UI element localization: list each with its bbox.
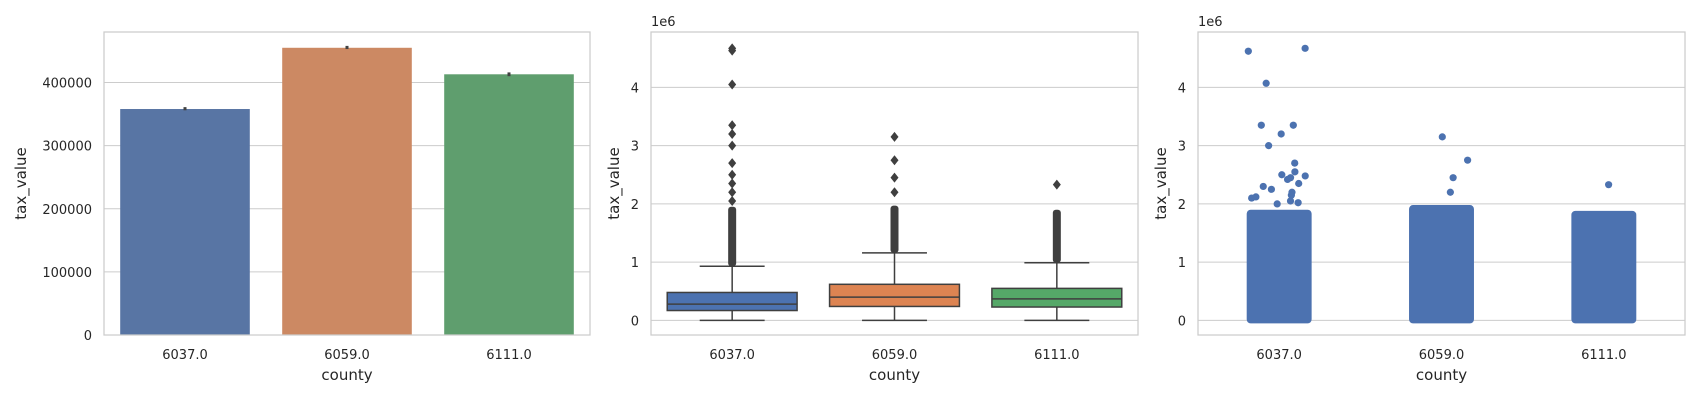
outlier-point	[728, 140, 737, 151]
strip-point	[1446, 188, 1454, 196]
strip-plot-panel: 0 1 2 3 4 1e6 6037.0 6059.0 6111.0 county tax_valu…	[1152, 15, 1686, 384]
x-tick-label: 6059.0	[324, 348, 370, 363]
strip-dense-points	[1246, 209, 1312, 324]
y-tick-label: 1	[1178, 256, 1186, 271]
strip-point	[1291, 168, 1299, 176]
y-tick-label: 1	[631, 256, 639, 271]
x-tick-label: 6037.0	[709, 348, 755, 363]
y-offset-label: 1e6	[1198, 15, 1223, 30]
strip-point	[1438, 133, 1446, 141]
y-tick-label: 300000	[42, 140, 92, 155]
x-tick-label: 6059.0	[872, 348, 918, 363]
strip-point	[1287, 191, 1295, 199]
strip-point	[1449, 174, 1457, 182]
x-tick-label: 6037.0	[1256, 348, 1302, 363]
y-offset-label: 1e6	[651, 15, 676, 30]
strip-point	[1294, 199, 1302, 207]
y-tick-label: 3	[631, 140, 639, 155]
y-tick-label: 2	[1178, 198, 1186, 213]
strip-point	[1605, 181, 1613, 189]
x-axis-label: county	[321, 366, 372, 384]
outlier-point	[728, 169, 737, 180]
x-tick-label: 6111.0	[1581, 348, 1627, 363]
outlier-cluster	[890, 205, 899, 253]
y-axis-label: tax_value	[12, 147, 31, 219]
strip-point	[1301, 172, 1309, 180]
outlier-point	[728, 79, 737, 90]
plot-frame	[1197, 31, 1686, 336]
bar	[120, 109, 250, 335]
strip-point	[1252, 193, 1260, 201]
y-tick-label: 200000	[42, 203, 92, 218]
outlier-point	[728, 158, 737, 169]
y-axis-label: tax_value	[1152, 147, 1171, 219]
strip-point	[1265, 142, 1273, 150]
strip-point	[1267, 185, 1276, 193]
strip-point	[1244, 47, 1252, 55]
strip-point	[1301, 44, 1309, 52]
strip-point	[1289, 121, 1297, 129]
outlier-point	[728, 195, 737, 206]
box	[666, 291, 798, 312]
outlier-point	[728, 120, 737, 131]
outlier-point	[890, 187, 899, 198]
y-tick-label: 0	[1178, 314, 1186, 329]
box	[828, 283, 961, 308]
y-axis-label: tax_value	[605, 147, 624, 219]
box	[991, 287, 1123, 308]
y-tick-label: 2	[631, 198, 639, 213]
bar	[444, 74, 574, 335]
strip-point	[1277, 130, 1285, 138]
y-tick-label: 4	[631, 81, 639, 96]
strip-point	[1273, 200, 1281, 208]
outlier-cluster	[728, 206, 737, 267]
bar	[282, 47, 412, 335]
outlier-point	[728, 187, 737, 198]
x-tick-label: 6059.0	[1419, 348, 1465, 363]
strip-dense-points	[1571, 210, 1637, 324]
strip-point	[1259, 182, 1267, 191]
strip-point	[1257, 121, 1265, 129]
outlier-point	[890, 172, 899, 183]
plot-frame	[650, 31, 1139, 336]
bar-chart-panel: 0 100000 200000 300000 400000 6037.0 6059.0 611…	[12, 31, 591, 384]
y-tick-label: 0	[84, 329, 92, 344]
x-tick-label: 6037.0	[162, 348, 208, 363]
y-tick-label: 400000	[42, 77, 92, 92]
y-tick-label: 4	[1178, 81, 1186, 96]
x-axis-label: county	[869, 366, 920, 384]
strip-point	[1278, 171, 1286, 179]
outlier-cluster	[1052, 209, 1061, 263]
x-axis-label: county	[1416, 366, 1467, 384]
outlier-point	[728, 128, 737, 139]
strip-dense-points	[1409, 205, 1474, 324]
plot-frame	[103, 31, 591, 336]
x-tick-label: 6111.0	[1034, 348, 1080, 363]
outlier-point	[1052, 179, 1061, 190]
strip-point	[1464, 156, 1472, 164]
x-tick-label: 6111.0	[486, 348, 532, 363]
outlier-point	[728, 178, 737, 189]
strip-point	[1291, 159, 1299, 167]
y-tick-label: 0	[631, 314, 639, 329]
strip-point	[1262, 79, 1270, 87]
strip-point	[1295, 179, 1303, 188]
outlier-point	[890, 131, 899, 142]
box-plot-panel: 0 1 2 3 4 1e6 6037.0 6059.0 6111.0 county tax_valu…	[605, 15, 1139, 384]
strip-point	[1286, 197, 1295, 205]
outlier-point	[890, 155, 899, 166]
y-tick-label: 100000	[42, 266, 92, 281]
y-tick-label: 3	[1178, 140, 1186, 155]
outlier-point	[728, 43, 737, 54]
strip-point	[1283, 175, 1292, 184]
